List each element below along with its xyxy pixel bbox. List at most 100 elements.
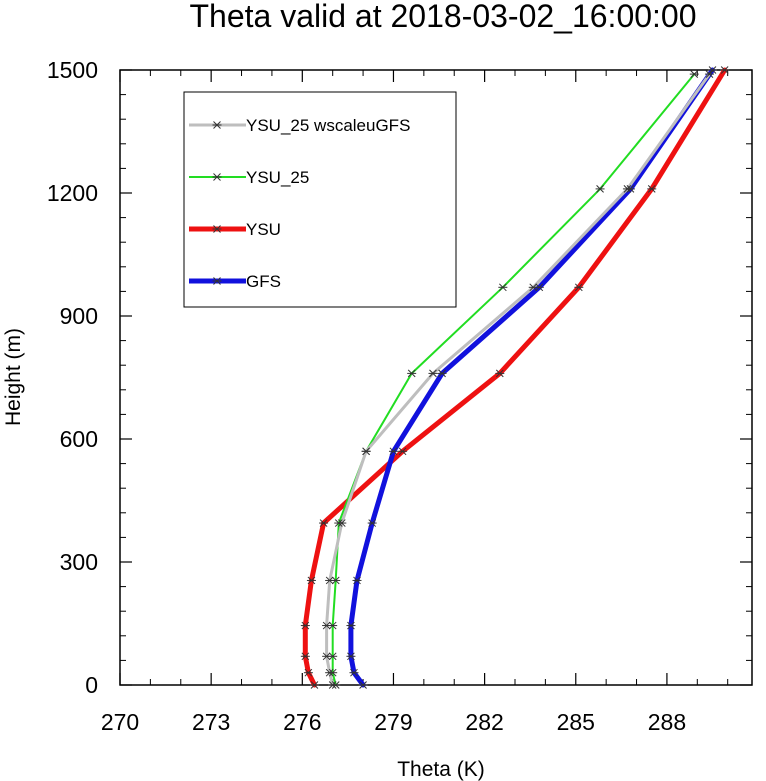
marker-stroke [213,121,221,129]
data-point [574,283,584,292]
data-point [361,447,371,456]
data-point [346,652,356,661]
x-tick-label: 270 [101,709,139,735]
legend: YSU_25 wscaleuGFS YSU_25 YSU GFS [183,91,457,308]
marker-stroke [307,576,316,585]
y-tick-label: 0 [85,672,98,698]
marker-stroke [708,66,717,74]
data-point [367,519,377,527]
marker-stroke [407,369,416,378]
tick-labels: 270 273 276 279 282 285 288 0 300 600 900 1200 1500 [47,57,686,735]
data-point [708,66,717,74]
data-point [337,519,347,527]
marker-stroke [328,621,337,630]
data-point [346,621,356,630]
data-point [303,668,313,677]
marker-stroke [495,369,504,378]
marker-stroke [362,447,370,456]
marker-stroke [347,652,355,661]
marker-stroke [690,70,699,78]
legend-marker [212,225,222,233]
marker-stroke [328,652,337,661]
marker-stroke [322,621,331,630]
legend-marker [212,277,222,285]
x-tick-label: 288 [648,709,686,735]
x-tick-label: 273 [192,709,230,735]
legend-label: YSU_25 wscaleuGFS [246,116,410,135]
x-axis-label: Theta (K) [397,758,485,781]
marker-stroke [398,447,407,456]
data-point [309,681,319,689]
data-point [322,652,332,661]
series-layer [300,66,730,689]
chart-title: Theta valid at 2018-03-02_16:00:00 [189,0,696,34]
data-point [498,283,508,292]
data-point [300,652,310,661]
data-point [306,576,316,585]
data-point [689,70,699,78]
marker-stroke [647,185,656,193]
marker-stroke [596,185,604,193]
data-point [647,185,657,193]
data-point [528,283,538,292]
marker-stroke [325,576,334,585]
marker-stroke [429,369,437,378]
marker-stroke [347,621,355,630]
y-tick-label: 900 [60,303,98,329]
marker-stroke [705,70,714,78]
marker-stroke [304,668,313,677]
marker-stroke [301,621,310,630]
marker-stroke [438,369,446,378]
x-tick-label: 279 [374,709,412,735]
marker-stroke [623,185,632,193]
marker-stroke [368,519,377,527]
data-point [704,70,714,78]
legend-box [183,91,457,308]
marker-stroke [310,681,319,689]
legend-label: GFS [246,272,281,291]
y-tick-label: 1200 [47,180,98,206]
x-tick-label: 285 [557,709,595,735]
data-point [407,369,417,378]
y-tick-label: 300 [60,549,98,575]
legend-marker [212,121,222,129]
marker-stroke [331,576,340,585]
data-point [322,621,332,630]
data-point [325,576,335,585]
marker-stroke [574,283,583,292]
marker-stroke [213,225,221,233]
marker-stroke [353,576,361,585]
marker-stroke [325,668,334,677]
x-tick-label: 282 [465,709,503,735]
marker-stroke [529,283,538,292]
data-point [622,185,632,193]
data-point [720,66,730,74]
marker-stroke [720,66,729,74]
axis-ticks [119,69,752,686]
data-point [398,447,408,456]
marker-stroke [301,652,310,661]
marker-stroke [213,173,221,181]
data-point [358,681,368,689]
x-tick-label: 276 [283,709,321,735]
marker-stroke [213,277,221,285]
y-tick-label: 600 [60,426,98,452]
marker-stroke [328,681,337,689]
data-point [349,668,359,677]
plot-frame [119,69,753,686]
data-point [437,369,447,378]
data-point [352,576,362,585]
marker-stroke [389,447,398,456]
data-point [325,668,335,677]
marker-stroke [337,519,346,527]
marker-stroke [359,681,367,689]
marker-stroke [535,283,544,292]
legend-label: YSU_25 [246,168,309,187]
legend-label: YSU [246,220,281,239]
y-tick-label: 1500 [47,57,98,83]
y-axis-label: Height (m) [2,328,25,426]
data-point [595,185,605,193]
data-point [428,369,438,378]
data-point [495,369,505,378]
